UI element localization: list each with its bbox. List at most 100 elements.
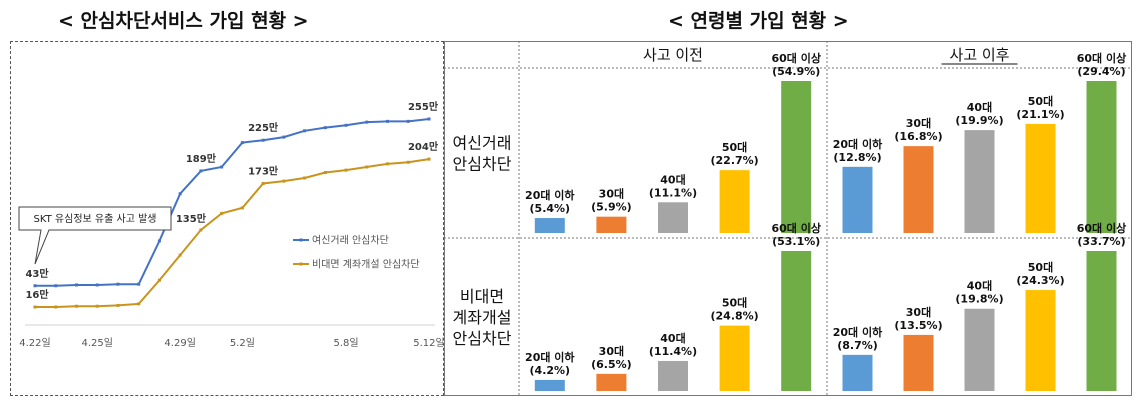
bar-4 (781, 251, 812, 391)
series-point-1 (137, 302, 141, 306)
series-point-0 (240, 141, 244, 145)
callout-text: SKT 유심정보 유출 사고 발생 (34, 213, 157, 225)
row-header-line: 안심차단 (453, 329, 512, 348)
bar-0 (534, 218, 565, 233)
series-point-1 (33, 305, 37, 309)
x-tick-label: 5.12일 (413, 337, 443, 349)
line-chart-panel: 4.22일 4.25일 4.29일 5.2일 5.8일 5.12일 43만 189만 225만 2… (10, 41, 444, 396)
x-tick-label: 4.25일 (81, 337, 112, 349)
series-point-0 (157, 239, 161, 243)
series-point-0 (95, 283, 99, 287)
row-header: 비대면 계좌개설 안심차단 (453, 287, 512, 348)
series-point-1 (199, 228, 203, 232)
row-header-line: 여신거래 (453, 134, 512, 153)
bar-value-label: (19.9%) (955, 114, 1003, 127)
series-point-1 (261, 182, 265, 186)
series-line-1 (35, 158, 430, 308)
series-point-0 (199, 169, 203, 173)
bar-4 (1086, 81, 1117, 233)
series-point-1 (178, 253, 182, 257)
bar-2 (964, 308, 995, 391)
column-header: 사고 이전 (643, 46, 703, 64)
table-border (444, 41, 1132, 396)
row-header: 여신거래 안심차단 (453, 134, 512, 174)
series-point-1 (344, 168, 348, 172)
bar-value-label: (24.8%) (710, 310, 758, 323)
series-point-0 (303, 129, 307, 133)
legend-label-0: 여신거래 안심차단 (312, 235, 389, 247)
point-label: 43만 (25, 267, 49, 280)
column-header: 사고 이후 (950, 46, 1010, 64)
bar-1 (903, 146, 934, 233)
bar-value-label: (53.1%) (772, 235, 820, 248)
bar-value-label: (13.5%) (894, 319, 942, 332)
bar-value-label: (11.1%) (649, 186, 697, 199)
bar-category-label: 40대 (660, 172, 685, 186)
bar-category-label: 30대 (599, 187, 624, 201)
series-point-0 (116, 282, 120, 286)
series-point-0 (365, 120, 369, 124)
series-line-0 (35, 118, 430, 287)
series-point-1 (74, 304, 78, 308)
bar-value-label: (12.8%) (833, 151, 881, 164)
series-point-0 (74, 283, 78, 287)
bar-3 (719, 170, 750, 233)
x-tick-label: 5.8일 (333, 337, 358, 349)
point-label: 173만 (248, 165, 279, 178)
series-point-1 (54, 305, 58, 309)
bar-1 (903, 334, 934, 391)
series-point-1 (157, 278, 161, 282)
bar-category-label: 30대 (599, 344, 624, 358)
series-point-0 (427, 117, 431, 121)
bar-0 (842, 354, 873, 391)
bar-3 (1025, 123, 1056, 233)
row-header-line: 비대면 (460, 287, 504, 306)
bar-category-label: 30대 (906, 305, 931, 319)
series-point-0 (137, 282, 141, 286)
series-point-1 (303, 176, 307, 180)
bar-category-label: 60대 이상 (771, 221, 821, 235)
series-point-0 (386, 119, 390, 123)
bar-2 (658, 202, 688, 233)
series-point-1 (386, 162, 390, 166)
bar-value-label: (4.2%) (530, 364, 571, 377)
bar-value-label: (6.5%) (591, 358, 632, 371)
bar-value-label: (19.8%) (955, 293, 1003, 306)
series-point-1 (365, 165, 369, 169)
bar-3 (719, 325, 750, 391)
bar-category-label: 20대 이하 (525, 188, 575, 202)
series-point-0 (178, 192, 182, 196)
bar-2 (964, 130, 995, 233)
bar-value-label: (24.3%) (1016, 274, 1064, 287)
point-label: 189만 (186, 152, 217, 165)
bar-category-label: 30대 (906, 116, 931, 130)
line-chart: 4.22일 4.25일 4.29일 5.2일 5.8일 5.12일 43만 189만 225만 2… (18, 100, 443, 349)
series-point-0 (282, 135, 286, 139)
series-point-1 (220, 211, 224, 215)
bar-3 (1025, 290, 1056, 391)
series-point-0 (344, 123, 348, 127)
bar-1 (596, 373, 627, 391)
bar-value-label: (5.9%) (591, 201, 632, 214)
series-point-0 (261, 138, 265, 142)
point-label: 255만 (408, 100, 439, 113)
bar-value-label: (29.4%) (1077, 65, 1125, 78)
series-point-0 (33, 284, 37, 288)
legend-marker-1 (299, 262, 303, 266)
bar-4 (1086, 251, 1117, 391)
bar-value-label: (16.8%) (894, 130, 942, 143)
bar-value-label: (22.7%) (710, 154, 758, 167)
series-point-1 (116, 303, 120, 307)
series-point-1 (323, 170, 327, 174)
bar-4 (781, 81, 812, 233)
point-label: 16만 (25, 288, 49, 301)
x-tick-label: 5.2일 (230, 337, 255, 349)
bar-category-label: 60대 이상 (1077, 221, 1127, 235)
bar-category-label: 20대 이하 (833, 137, 883, 151)
callout-bubble (18, 206, 172, 265)
legend-label-1: 비대면 계좌개설 안심차단 (312, 259, 420, 271)
bar-category-label: 50대 (722, 140, 747, 154)
x-tick-label: 4.29일 (164, 337, 195, 349)
series-point-0 (323, 126, 327, 130)
